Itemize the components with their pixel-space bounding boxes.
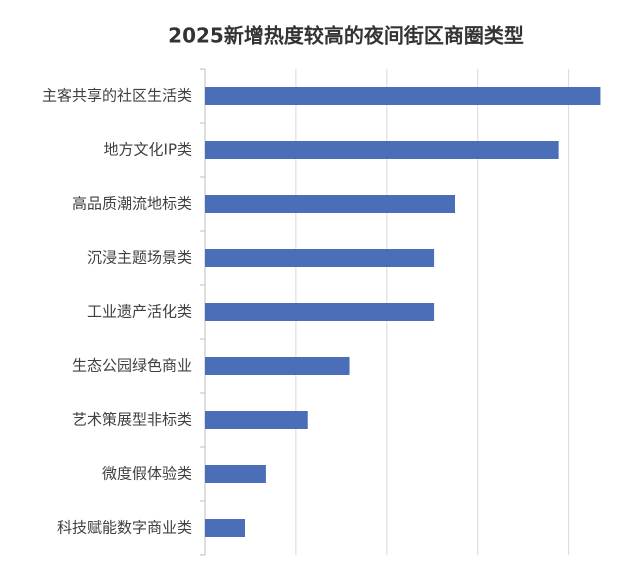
- bar: [205, 141, 559, 159]
- bar: [205, 357, 350, 375]
- bar: [205, 87, 601, 105]
- y-tick-label: 主客共享的社区生活类: [42, 87, 192, 105]
- y-tick-label: 微度假体验类: [102, 465, 192, 483]
- bar: [205, 465, 266, 483]
- y-tick-label: 生态公园绿色商业: [72, 357, 192, 375]
- bar: [205, 249, 435, 267]
- y-tick-label: 沉浸主题场景类: [87, 249, 192, 267]
- bar: [205, 303, 435, 321]
- chart-title: 2025新增热度较高的夜间街区商圈类型: [168, 24, 524, 48]
- y-tick-label: 艺术策展型非标类: [72, 411, 192, 429]
- y-tick-label: 高品质潮流地标类: [72, 195, 192, 213]
- y-tick-label: 地方文化IP类: [104, 141, 192, 159]
- y-tick-label: 科技赋能数字商业类: [57, 519, 192, 537]
- bar: [205, 411, 308, 429]
- bar: [205, 519, 245, 537]
- y-tick-label: 工业遗产活化类: [87, 303, 192, 321]
- bar: [205, 195, 455, 213]
